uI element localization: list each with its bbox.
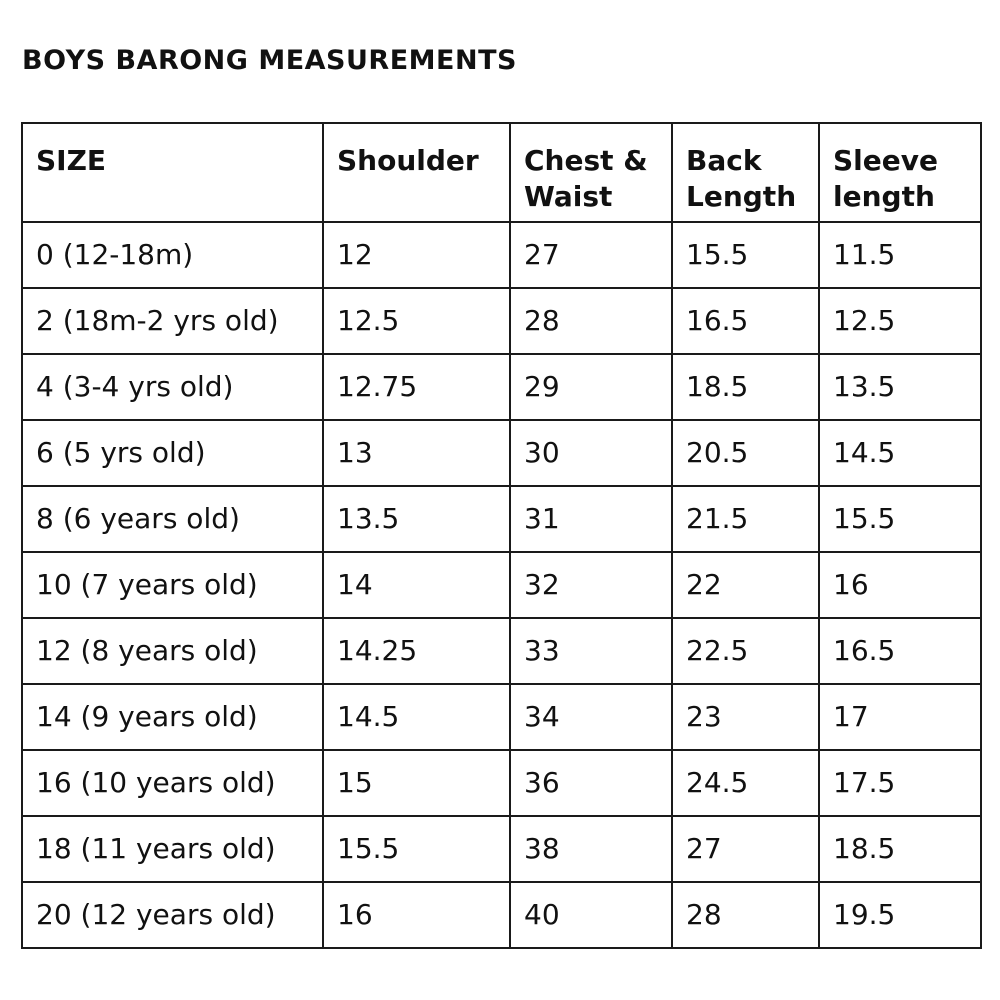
shoulder-cell: 15 — [322, 749, 511, 817]
header-sleeve-length: Sleeve length — [818, 122, 982, 223]
sleeve-length-cell: 19.5 — [818, 881, 982, 949]
back-length-cell: 21.5 — [671, 485, 820, 553]
table-row: 14 (9 years old) 14.5 34 23 17 — [21, 683, 982, 751]
size-cell: 4 (3-4 yrs old) — [21, 353, 324, 421]
back-length-cell: 24.5 — [671, 749, 820, 817]
header-shoulder: Shoulder — [322, 122, 511, 223]
sleeve-length-cell: 16 — [818, 551, 982, 619]
chest-waist-cell: 30 — [509, 419, 673, 487]
chest-waist-cell: 36 — [509, 749, 673, 817]
back-length-cell: 20.5 — [671, 419, 820, 487]
chest-waist-cell: 38 — [509, 815, 673, 883]
table-row: 18 (11 years old) 15.5 38 27 18.5 — [21, 815, 982, 883]
sleeve-length-cell: 14.5 — [818, 419, 982, 487]
chest-waist-cell: 40 — [509, 881, 673, 949]
size-cell: 0 (12-18m) — [21, 221, 324, 289]
shoulder-cell: 14.5 — [322, 683, 511, 751]
chest-waist-cell: 33 — [509, 617, 673, 685]
header-size: SIZE — [21, 122, 324, 223]
size-cell: 8 (6 years old) — [21, 485, 324, 553]
size-cell: 2 (18m-2 yrs old) — [21, 287, 324, 355]
size-cell: 18 (11 years old) — [21, 815, 324, 883]
header-chest-waist: Chest & Waist — [509, 122, 673, 223]
sleeve-length-cell: 16.5 — [818, 617, 982, 685]
shoulder-cell: 14.25 — [322, 617, 511, 685]
table-row: 2 (18m-2 yrs old) 12.5 28 16.5 12.5 — [21, 287, 982, 355]
chest-waist-cell: 29 — [509, 353, 673, 421]
table-row: 0 (12-18m) 12 27 15.5 11.5 — [21, 221, 982, 289]
shoulder-cell: 16 — [322, 881, 511, 949]
back-length-cell: 28 — [671, 881, 820, 949]
table-row: 16 (10 years old) 15 36 24.5 17.5 — [21, 749, 982, 817]
table-row: 12 (8 years old) 14.25 33 22.5 16.5 — [21, 617, 982, 685]
shoulder-cell: 15.5 — [322, 815, 511, 883]
chest-waist-cell: 27 — [509, 221, 673, 289]
chest-waist-cell: 31 — [509, 485, 673, 553]
table-row: 4 (3-4 yrs old) 12.75 29 18.5 13.5 — [21, 353, 982, 421]
table-row: 10 (7 years old) 14 32 22 16 — [21, 551, 982, 619]
size-cell: 20 (12 years old) — [21, 881, 324, 949]
sleeve-length-cell: 11.5 — [818, 221, 982, 289]
size-cell: 16 (10 years old) — [21, 749, 324, 817]
shoulder-cell: 14 — [322, 551, 511, 619]
shoulder-cell: 13 — [322, 419, 511, 487]
table-row: 20 (12 years old) 16 40 28 19.5 — [21, 881, 982, 949]
size-cell: 12 (8 years old) — [21, 617, 324, 685]
back-length-cell: 18.5 — [671, 353, 820, 421]
table-row: 6 (5 yrs old) 13 30 20.5 14.5 — [21, 419, 982, 487]
table-header: SIZE Shoulder Chest & Waist Back Length … — [21, 122, 982, 223]
page-title: BOYS BARONG MEASUREMENTS — [22, 45, 517, 76]
back-length-cell: 16.5 — [671, 287, 820, 355]
sleeve-length-cell: 17.5 — [818, 749, 982, 817]
size-cell: 10 (7 years old) — [21, 551, 324, 619]
sleeve-length-cell: 18.5 — [818, 815, 982, 883]
size-cell: 14 (9 years old) — [21, 683, 324, 751]
back-length-cell: 27 — [671, 815, 820, 883]
sleeve-length-cell: 13.5 — [818, 353, 982, 421]
sleeve-length-cell: 15.5 — [818, 485, 982, 553]
shoulder-cell: 12.5 — [322, 287, 511, 355]
back-length-cell: 22.5 — [671, 617, 820, 685]
header-back-length: Back Length — [671, 122, 820, 223]
measurements-table: SIZE Shoulder Chest & Waist Back Length … — [21, 122, 982, 949]
shoulder-cell: 13.5 — [322, 485, 511, 553]
chest-waist-cell: 32 — [509, 551, 673, 619]
back-length-cell: 15.5 — [671, 221, 820, 289]
header-row: SIZE Shoulder Chest & Waist Back Length … — [21, 122, 982, 223]
shoulder-cell: 12.75 — [322, 353, 511, 421]
sleeve-length-cell: 12.5 — [818, 287, 982, 355]
back-length-cell: 22 — [671, 551, 820, 619]
chest-waist-cell: 28 — [509, 287, 673, 355]
table-row: 8 (6 years old) 13.5 31 21.5 15.5 — [21, 485, 982, 553]
shoulder-cell: 12 — [322, 221, 511, 289]
back-length-cell: 23 — [671, 683, 820, 751]
chest-waist-cell: 34 — [509, 683, 673, 751]
size-cell: 6 (5 yrs old) — [21, 419, 324, 487]
sleeve-length-cell: 17 — [818, 683, 982, 751]
table-body: 0 (12-18m) 12 27 15.5 11.5 2 (18m-2 yrs old) 1… — [21, 221, 982, 949]
